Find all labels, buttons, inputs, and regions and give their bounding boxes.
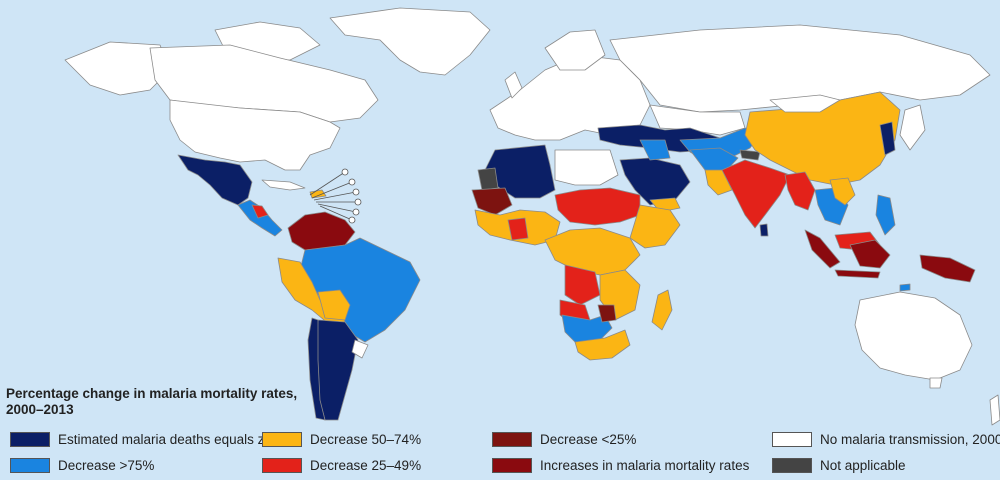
scandinavia	[544, 29, 606, 71]
pakistan-afghanistan	[689, 147, 739, 173]
philippines	[875, 194, 896, 236]
korea	[879, 121, 896, 156]
caribbean-callouts	[309, 168, 362, 224]
legend-swatch	[262, 432, 302, 447]
cuba	[261, 179, 306, 191]
legend-item-decrease-under-25: Decrease <25%	[492, 432, 636, 447]
legend-label: No malaria transmission, 2000	[820, 432, 1000, 447]
timor	[899, 283, 911, 292]
legend-item-no-transmission: No malaria transmission, 2000	[772, 432, 1000, 447]
new-zealand	[989, 394, 1000, 426]
legend-swatch	[772, 458, 812, 473]
guatemala	[251, 204, 269, 219]
mongolia	[769, 94, 841, 113]
legend-label: Decrease >75%	[58, 458, 155, 473]
mexico	[177, 154, 253, 206]
java	[834, 269, 881, 279]
legend-label: Decrease 25–49%	[310, 458, 422, 473]
australia	[854, 291, 973, 381]
iraq-syria	[639, 139, 671, 161]
mauritania-mali	[471, 187, 513, 216]
legend-item-deaths-zero: Estimated malaria deaths equals zero	[10, 432, 284, 447]
legend-label: Decrease <25%	[540, 432, 637, 447]
sumatra	[804, 229, 841, 269]
legend-label: Decrease 50–74%	[310, 432, 422, 447]
egypt	[554, 149, 619, 186]
nepal	[739, 149, 761, 161]
legend-item-decrease-over-75: Decrease >75%	[10, 458, 154, 473]
legend-item-increases: Increases in malaria mortality rates	[492, 458, 749, 473]
legend-swatch	[10, 432, 50, 447]
legend-swatch	[492, 458, 532, 473]
zimbabwe	[597, 304, 617, 323]
laos-vietnam	[829, 177, 856, 206]
china	[744, 91, 901, 186]
myanmar-bangladesh	[784, 171, 816, 211]
legend-swatch	[772, 432, 812, 447]
western-sahara	[477, 167, 499, 191]
legend-swatch	[492, 432, 532, 447]
usa	[169, 99, 341, 171]
legend-label: Not applicable	[820, 458, 906, 473]
sahel-red	[554, 187, 641, 226]
central-america	[237, 199, 283, 237]
legend-label: Estimated malaria deaths equals zero	[58, 432, 284, 447]
chile	[307, 317, 326, 421]
legend-title-line2: 2000–2013	[6, 402, 74, 417]
tasmania	[929, 377, 943, 389]
kazakhstan	[649, 104, 746, 136]
drc	[564, 264, 601, 306]
india	[721, 159, 791, 229]
uruguay	[351, 339, 369, 359]
borneo-sulawesi	[849, 239, 891, 269]
india-east	[704, 169, 733, 196]
nigeria	[507, 217, 529, 241]
greenland	[329, 7, 491, 76]
south-africa	[574, 329, 631, 361]
uk	[504, 71, 523, 99]
legend-swatch	[10, 458, 50, 473]
papua	[919, 254, 976, 283]
madagascar	[651, 289, 673, 331]
legend-item-decrease-50-74: Decrease 50–74%	[262, 432, 421, 447]
venezuela-colombia	[287, 211, 356, 251]
legend-label: Increases in malaria mortality rates	[540, 458, 750, 473]
legend-item-not-applicable: Not applicable	[772, 458, 906, 473]
brazil	[299, 237, 421, 343]
legend-title-line1: Percentage change in malaria mortality r…	[6, 386, 298, 401]
sri-lanka	[759, 223, 769, 237]
bolivia	[317, 289, 351, 321]
southern-africa-blue	[561, 314, 613, 343]
legend-swatch	[262, 458, 302, 473]
legend-item-decrease-25-49: Decrease 25–49%	[262, 458, 421, 473]
legend-title: Percentage change in malaria mortality r…	[6, 386, 336, 418]
japan	[899, 104, 926, 151]
